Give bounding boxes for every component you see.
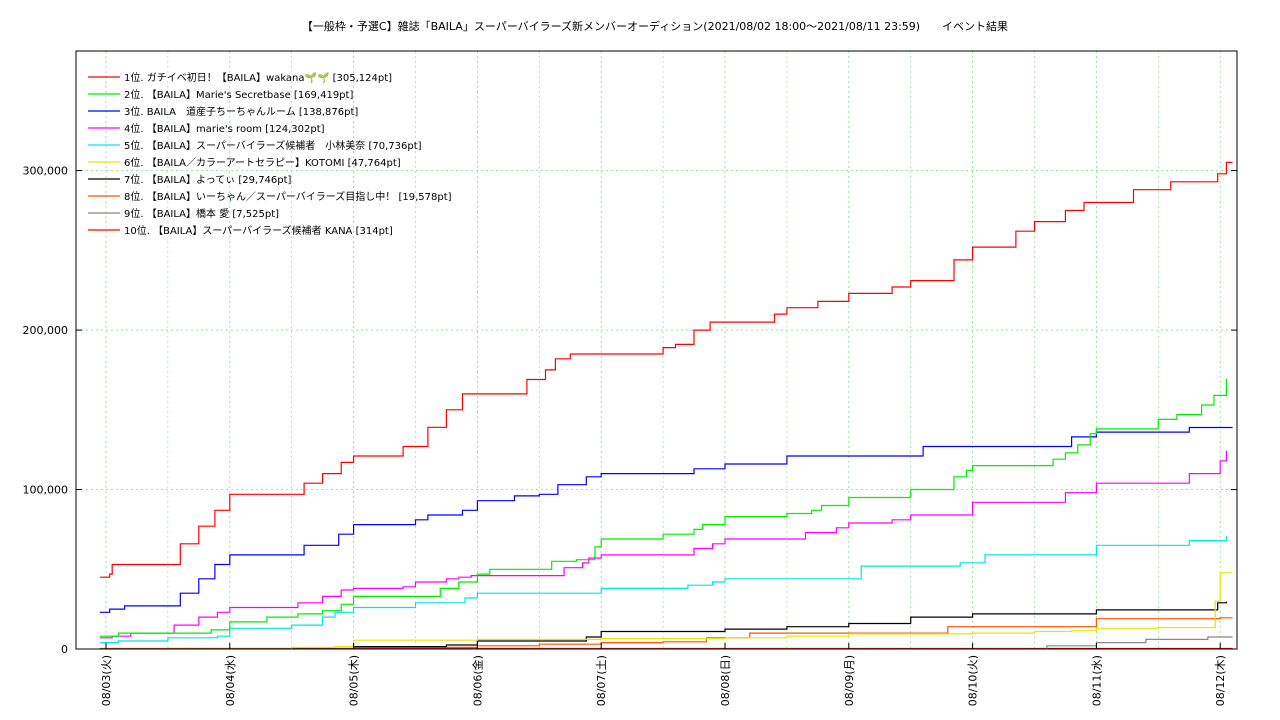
grid [76, 51, 1237, 649]
legend-label: 8位. 【BAILA】いーちゃん／スーパーバイラーズ目指し中！ [19,578p… [124, 190, 452, 203]
x-tick-label: 08/12(木) [1214, 655, 1227, 706]
series-line-6 [99, 572, 1233, 649]
x-tick-label: 08/11(水) [1090, 655, 1103, 706]
series-line-8 [99, 617, 1233, 649]
x-tick-label: 08/04(水) [224, 655, 237, 706]
series-line-4 [99, 450, 1227, 639]
legend-label: 6位. 【BAILA／カラーアートセラピー】KOTOMI [47,764pt] [124, 156, 401, 169]
series-line-5 [99, 536, 1227, 644]
legend-label: 9位. 【BAILA】橋本 愛 [7,525pt] [124, 207, 279, 220]
series-line-1 [99, 161, 1233, 578]
y-tick-label: 300,000 [23, 165, 69, 178]
x-tick-label: 08/03(火) [100, 655, 113, 706]
y-tick-label: 0 [61, 643, 68, 656]
x-tick-label: 08/08(日) [719, 655, 732, 706]
series-line-9 [99, 636, 1233, 649]
series-line-7 [99, 601, 1227, 649]
chart-title: 【一般枠・予選C】雑誌「BAILA」スーパーバイラーズ新メンバーオーディション(… [302, 19, 1008, 33]
x-tick-label: 08/09(月) [843, 655, 856, 706]
legend-label: 7位. 【BAILA】よってぃ [29,746pt] [124, 173, 292, 186]
x-tick-label: 08/10(火) [967, 655, 980, 706]
legend-label: 5位. 【BAILA】スーパーバイラーズ候補者 小林美奈 [70,736pt] [124, 139, 422, 152]
y-tick-label: 100,000 [23, 484, 69, 497]
legend-label: 2位. 【BAILA】Marie's Secretbase [169,419pt… [124, 88, 353, 101]
legend-label: 10位. 【BAILA】スーパーバイラーズ候補者 KANA [314pt] [124, 224, 393, 237]
legend-label: 1位. ガチイベ初日！【BAILA】wakana🌱🌱 [305,124pt] [124, 71, 392, 84]
plot-frame [75, 50, 1238, 650]
x-tick-label: 08/07(土) [595, 655, 608, 706]
legend: 1位. ガチイベ初日！【BAILA】wakana🌱🌱 [305,124pt] 2位… [88, 71, 452, 237]
series-line-2 [99, 378, 1227, 637]
y-tick-label: 200,000 [23, 324, 69, 337]
x-tick-label: 08/05(木) [348, 655, 361, 706]
legend-label: 3位. BAILA 道産子ちーちゃんルーム [138,876pt] [124, 105, 358, 118]
axes: 08/03(火) 08/04(水) 08/05(木) 08/06(金) 08/07(土)… [23, 165, 1237, 706]
legend-label: 4位. 【BAILA】marie's room [124,302pt] [124, 122, 325, 135]
x-tick-label: 08/06(金) [470, 655, 484, 706]
series-line-3 [99, 426, 1233, 613]
